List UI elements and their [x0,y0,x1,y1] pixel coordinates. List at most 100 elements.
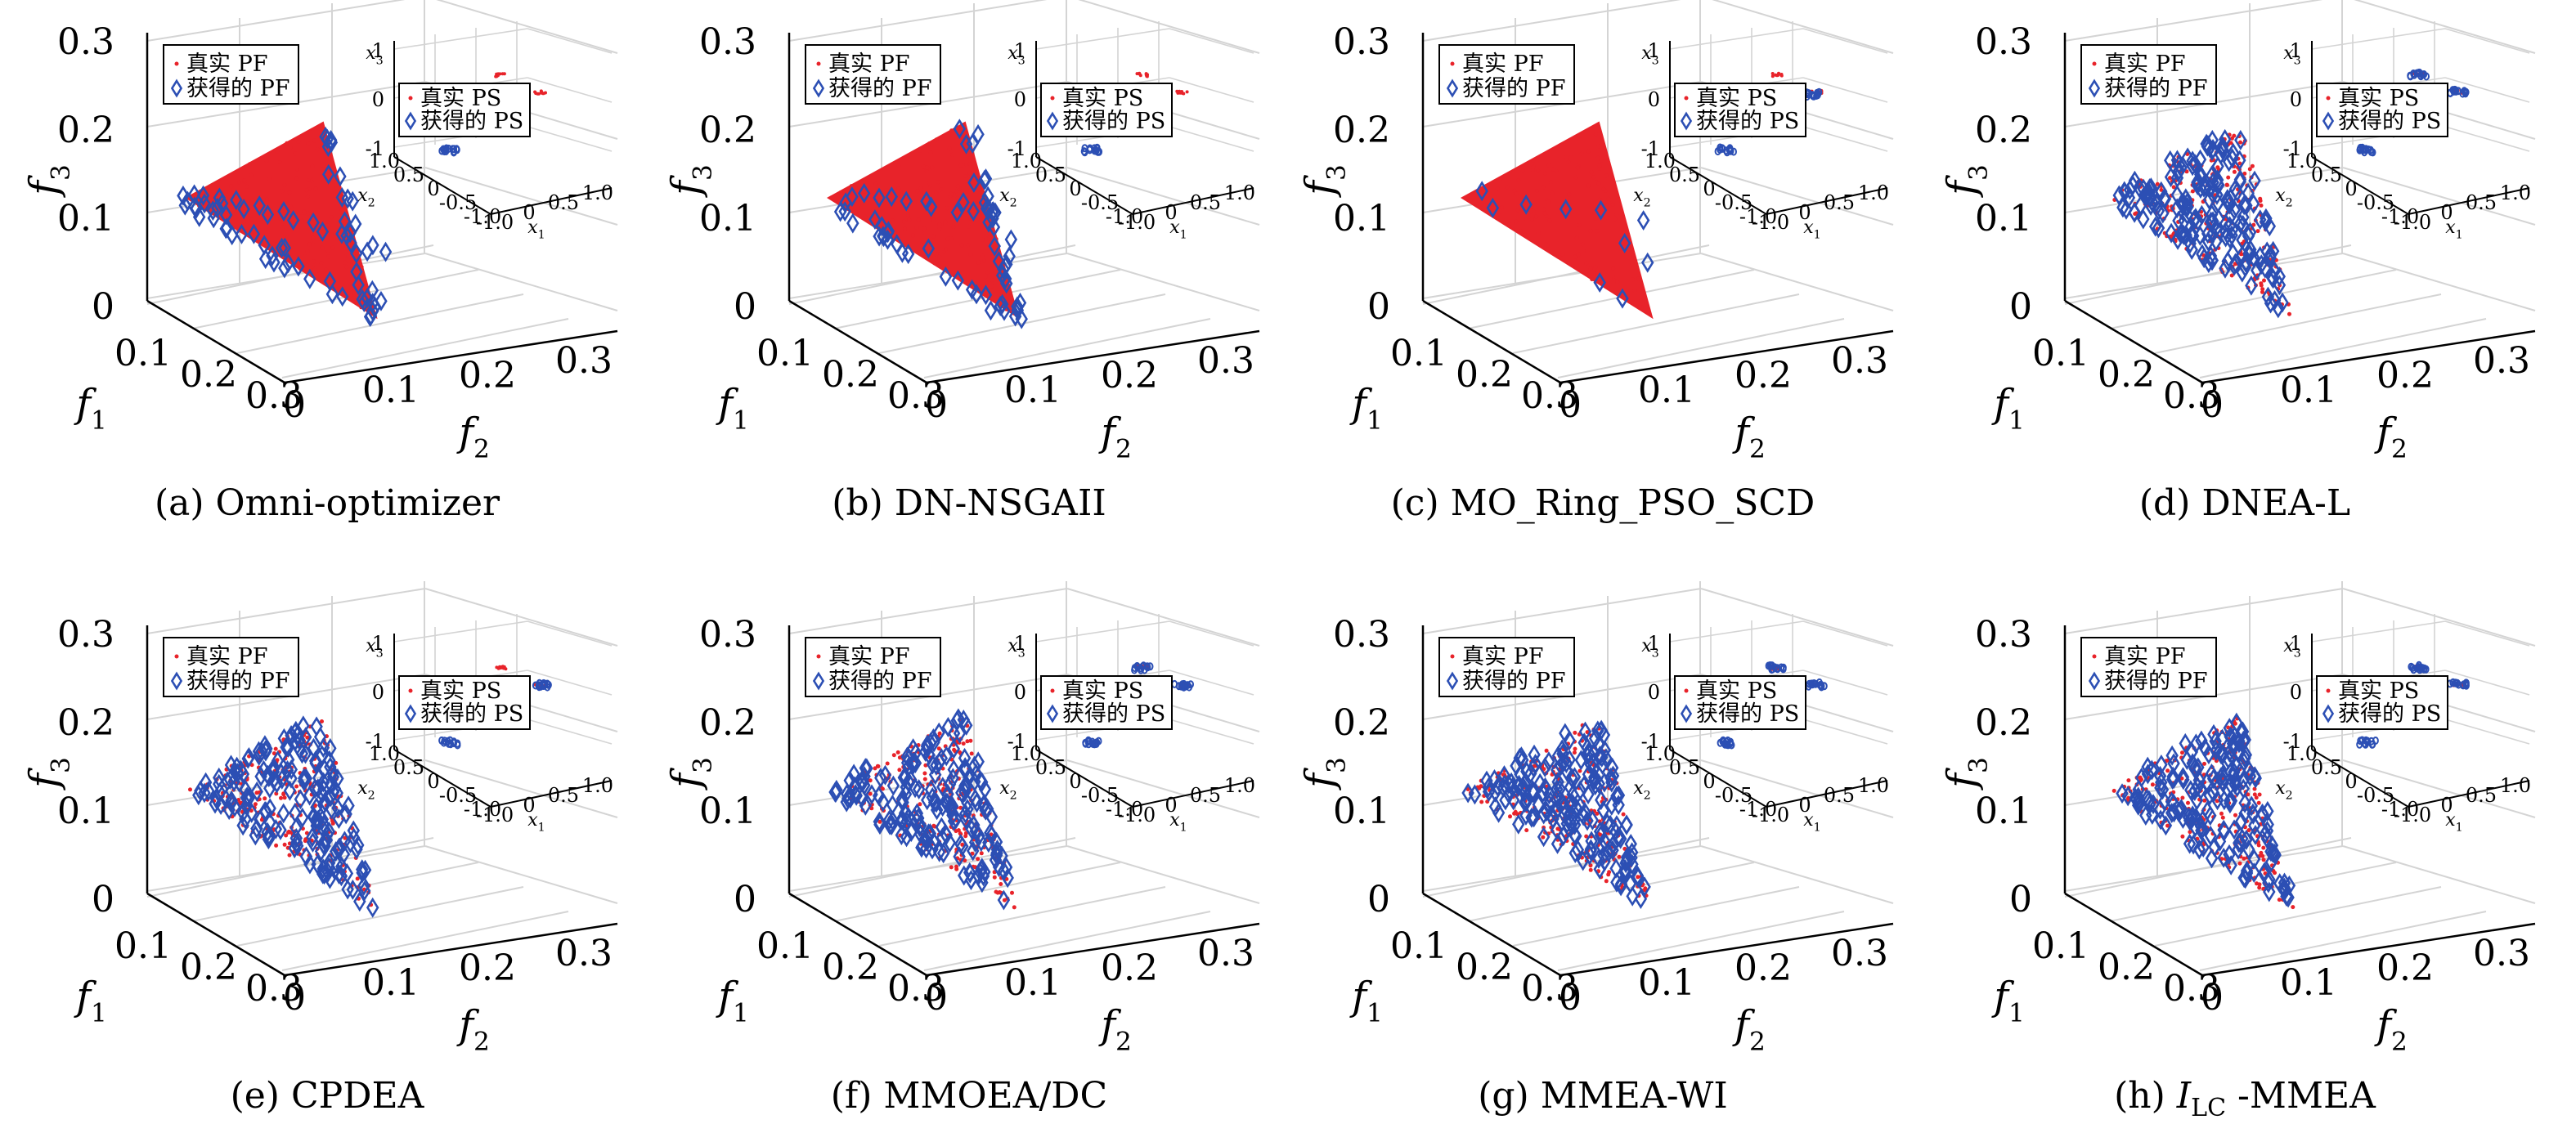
true-pf-point [958,163,963,168]
x2-tick-label: 1.0 [369,742,400,765]
x3-tick-label: -1 [1641,137,1660,160]
obtained-pf-point [975,859,988,880]
x1-axis-label: x1 [1169,810,1187,835]
true-pf-point [1497,213,1501,217]
obtained-ps-point [2364,737,2371,746]
obtained-pf-point [2264,244,2278,265]
obtained-pf-point [2202,744,2215,765]
obtained-pf-point [1581,737,1594,759]
legend-obtained-ps-label: 获得的 PS [1696,109,1799,134]
obtained-pf-point [2188,781,2201,802]
obtained-pf-point [2137,208,2150,230]
obtained-pf-point [1011,296,1024,317]
x1-axis-label-base: x [527,810,538,831]
x3-axis-label: x3 [1008,43,1025,68]
x1-tick-label: 0 [1165,201,1177,224]
true-ps-point [1770,72,1775,75]
true-pf-point [2232,169,2237,174]
obtained-pf-point [855,787,868,808]
x3-tick-label: 1 [372,39,384,62]
f3-tick-label: 0.1 [57,198,114,240]
obtained-pf-point [341,188,354,209]
obtained-pf-point [316,772,330,793]
f2-axis-line [926,922,1260,977]
f2-axis-label: f2 [1732,1002,1766,1056]
obtained-pf-point [334,166,347,187]
true-pf-point [880,786,885,791]
obtained-pf-point [250,818,263,840]
true-pf-point [1528,208,1533,213]
x2-axis-label-base: x [2275,778,2286,799]
obtained-pf-point [2237,867,2251,889]
x3-tick-label: 0 [1648,681,1660,704]
f2-tick-label: 0 [1559,977,1582,1019]
true-pf-point [980,253,985,258]
true-pf-point [2168,176,2172,181]
legend-true-marker [174,654,179,659]
legend-obtained-label: 获得的 PF [828,669,931,694]
obtained-pf-point [1566,806,1579,827]
true-pf-point [2126,778,2131,783]
true-pf-point [1498,177,1503,181]
true-pf-point [1604,155,1609,160]
obtained-ps-point [2372,737,2379,745]
obtained-pf-point [846,186,859,208]
obtained-pf-point [2265,835,2279,856]
obtained-pf-point [283,780,297,801]
true-pf-point [2273,871,2277,876]
obtained-pf-point [951,270,965,291]
x3-tick-label: 0 [1014,88,1026,111]
true-pf-point [954,829,958,834]
obtained-pf-point [885,186,898,208]
main-axes [788,625,1260,977]
f3-tick-label: 0.2 [57,702,114,744]
obtained-pf-point [219,204,233,226]
obtained-pf-point [1555,792,1569,813]
true-pf-point [1541,835,1546,840]
f2-tick-label: 0.1 [1638,369,1695,411]
obtained-pf-point [958,781,972,803]
true-ps-point [541,92,545,96]
x3-axis-label-base: x [1008,43,1018,64]
true-pf-point [896,186,901,191]
x1-axis-label-base: x [1169,217,1180,238]
f3-axis-label: f3 [1297,164,1351,198]
obtained-pf-point [830,779,843,800]
true-pf-point [1606,872,1611,877]
true-pf-point [1542,211,1547,216]
true-pf-point [1544,748,1549,753]
gridline-f3-side [424,759,618,818]
obtained-pf-point [2242,182,2255,204]
obtained-pf-point [1638,876,1651,898]
obtained-pf-point [2218,790,2231,811]
true-pf-point [924,169,929,174]
true-pf-point [939,187,944,192]
obtained-pf-point [267,757,280,778]
obtained-pf-point [979,284,993,306]
true-pf-point [2180,795,2185,800]
true-pf-point [339,207,343,212]
x1-axis-label-sub: 1 [538,229,545,242]
obtained-pf-point [366,235,379,256]
true-pf-point [1575,165,1580,170]
true-pf-point [1573,730,1577,735]
obtained-pf-point [926,754,940,775]
x1-axis-label-base: x [1169,810,1180,831]
obtained-pf-point [2133,177,2146,199]
obtained-pf-point [860,758,873,779]
true-pf-point [299,219,303,224]
obtained-pf-point [846,213,859,234]
true-pf-point [961,741,966,746]
main-legend-box [163,44,299,105]
x1-tick-label: -1.0 [1752,211,1789,234]
obtained-pf-point [298,727,312,748]
obtained-pf-point [1544,804,1557,826]
true-pf-point [2126,795,2131,800]
gridline-f3-side [424,845,618,904]
true-pf-point [983,275,988,280]
obtained-pf-point [997,889,1011,911]
f1-axis-label-sub: 1 [2008,998,2025,1028]
obtained-ps-point [1717,738,1724,747]
